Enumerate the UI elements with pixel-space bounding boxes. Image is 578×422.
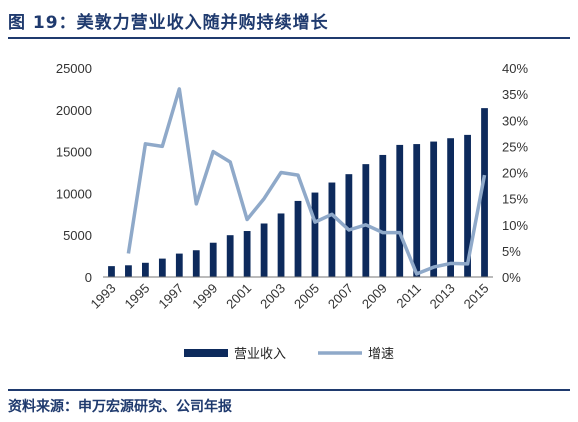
legend: 营业收入 增速 (184, 347, 394, 362)
y-left-tick-label: 5000 (63, 228, 92, 243)
bar-series (108, 108, 488, 278)
y-right-tick-label: 30% (502, 113, 528, 128)
y-left-tick-label: 0 (85, 270, 92, 285)
x-tick-label: 1995 (121, 281, 152, 312)
y-left-tick-label: 15000 (56, 145, 92, 160)
x-tick-label: 2005 (291, 281, 322, 312)
legend-swatch-revenue (184, 349, 228, 357)
x-tick-label: 2001 (223, 281, 254, 312)
x-tick-label: 1993 (88, 281, 119, 312)
x-tick-label: 1999 (189, 281, 220, 312)
chart: 0 5000 10000 15000 20000 25000 0% 5% 10% 15% 20% 25… (56, 61, 529, 362)
bar-2002 (260, 223, 268, 277)
x-tick-label: 1997 (155, 281, 186, 312)
bar-2005 (311, 192, 319, 277)
figure-source: 资料来源：申万宏源研究、公司年报 (8, 399, 232, 415)
y-right-tick-label: 25% (502, 139, 528, 154)
bar-2011 (413, 144, 421, 277)
y-right-tick-label: 10% (502, 218, 528, 233)
y-left-tick-label: 25000 (56, 61, 92, 76)
bar-2010 (396, 144, 404, 277)
y-right-tick-label: 15% (502, 192, 528, 207)
bar-2009 (379, 154, 387, 277)
bar-1995 (142, 262, 149, 277)
y-right-tick-label: 35% (502, 87, 528, 102)
x-tick-label: 2009 (359, 281, 390, 312)
bar-1997 (175, 253, 183, 277)
y-right-tick-label: 20% (502, 166, 528, 181)
y-right-tick-label: 5% (502, 244, 521, 259)
legend-label-growth: 增速 (368, 347, 394, 362)
x-tick-label: 2003 (257, 281, 288, 312)
bar-1999 (209, 242, 217, 277)
bar-1994 (125, 265, 132, 277)
line-series (126, 87, 487, 276)
x-tick-label: 2011 (393, 281, 423, 311)
bar-2013 (447, 138, 454, 277)
figure-title: 图 19：美敦力营业收入随并购持续增长 (8, 13, 329, 33)
growth-line (126, 87, 487, 276)
bar-2000 (226, 235, 234, 277)
bar-2007 (345, 174, 353, 277)
bar-1996 (158, 258, 166, 277)
bar-2004 (294, 200, 302, 277)
bar-2006 (328, 182, 336, 277)
bar-2008 (362, 164, 370, 277)
bar-1993 (108, 266, 115, 277)
x-tick-label: 2007 (325, 281, 356, 312)
bar-2012 (430, 141, 438, 277)
x-tick-label: 2013 (427, 281, 458, 312)
source-rule (8, 389, 570, 391)
bar-2014 (464, 134, 471, 277)
y-right-tick-label: 0% (502, 270, 521, 285)
y-left-tick-label: 20000 (56, 103, 92, 118)
y-left-tick-label: 10000 (56, 186, 92, 201)
bar-2003 (277, 213, 285, 277)
x-tick-label: 2015 (461, 281, 492, 312)
bar-2015 (481, 108, 488, 278)
legend-label-revenue: 营业收入 (234, 347, 286, 362)
bar-2001 (243, 231, 251, 277)
y-right-tick-label: 40% (502, 61, 528, 76)
title-rule (8, 37, 570, 39)
bar-1998 (192, 250, 200, 277)
